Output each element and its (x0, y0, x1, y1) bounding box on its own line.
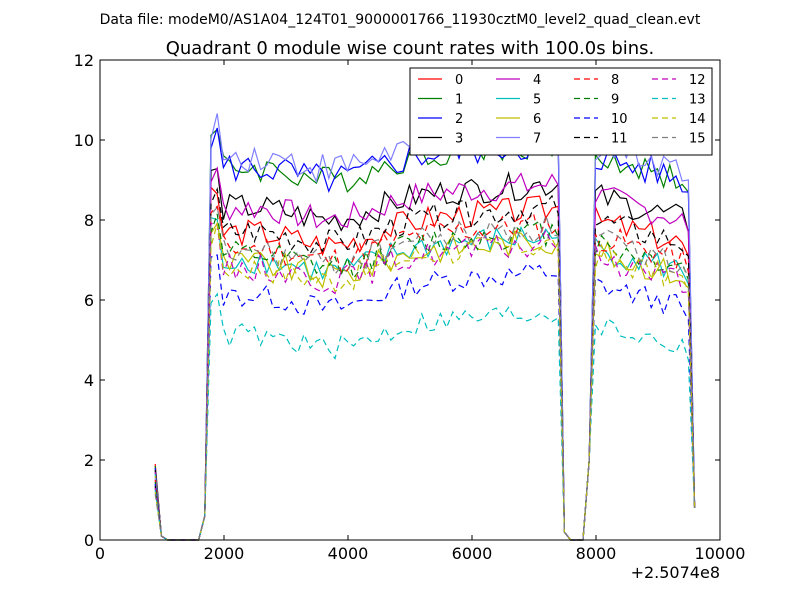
series-line-8 (154, 205, 696, 541)
series-line-12 (154, 222, 696, 541)
legend-label: 3 (455, 132, 463, 147)
y-tick-label: 6 (84, 291, 94, 310)
x-tick-label: 10000 (695, 544, 746, 563)
chart-title: Quadrant 0 module wise count rates with … (166, 38, 655, 59)
legend-label: 2 (455, 112, 463, 127)
series-line-1 (154, 128, 696, 541)
x-tick-label: 0 (95, 544, 105, 563)
x-tick-label: 2000 (204, 544, 245, 563)
y-tick-label: 8 (84, 211, 94, 230)
series-line-3 (154, 167, 696, 541)
legend-label: 10 (611, 112, 628, 127)
legend-label: 7 (533, 132, 541, 147)
legend-label: 5 (533, 93, 541, 108)
series-line-6 (154, 221, 696, 541)
series-line-9 (154, 213, 696, 541)
legend-label: 13 (689, 93, 706, 108)
legend-label: 9 (611, 93, 619, 108)
data-file-label: Data file: modeM0/AS1A04_124T01_90000017… (100, 12, 701, 28)
y-tick-label: 0 (84, 531, 94, 550)
legend-label: 14 (689, 112, 706, 127)
y-tick-label: 2 (84, 451, 94, 470)
legend-box (409, 67, 713, 156)
series-line-14 (154, 223, 696, 541)
series-line-7 (154, 113, 696, 541)
x-tick-label: 8000 (576, 544, 617, 563)
series-line-15 (154, 206, 696, 541)
x-tick-label: 4000 (328, 544, 369, 563)
legend-label: 12 (689, 73, 706, 88)
legend-label: 4 (533, 73, 541, 88)
x-offset-label: +2.5074e8 (631, 563, 720, 582)
series-line-4 (154, 166, 696, 541)
series-line-13 (154, 292, 696, 541)
x-tick-label: 6000 (452, 544, 493, 563)
y-tick-label: 4 (84, 371, 94, 390)
series-line-0 (154, 185, 696, 541)
y-tick-label: 12 (74, 51, 94, 70)
legend-label: 0 (455, 73, 463, 88)
legend-label: 1 (455, 93, 463, 108)
legend-label: 11 (611, 132, 628, 147)
legend-label: 6 (533, 112, 541, 127)
y-tick-label: 10 (74, 131, 94, 150)
legend-label: 8 (611, 73, 619, 88)
series-line-2 (154, 127, 696, 541)
series-line-11 (154, 186, 696, 541)
series-line-10 (154, 254, 696, 541)
legend-label: 15 (689, 132, 706, 147)
plot-lines (154, 113, 696, 541)
